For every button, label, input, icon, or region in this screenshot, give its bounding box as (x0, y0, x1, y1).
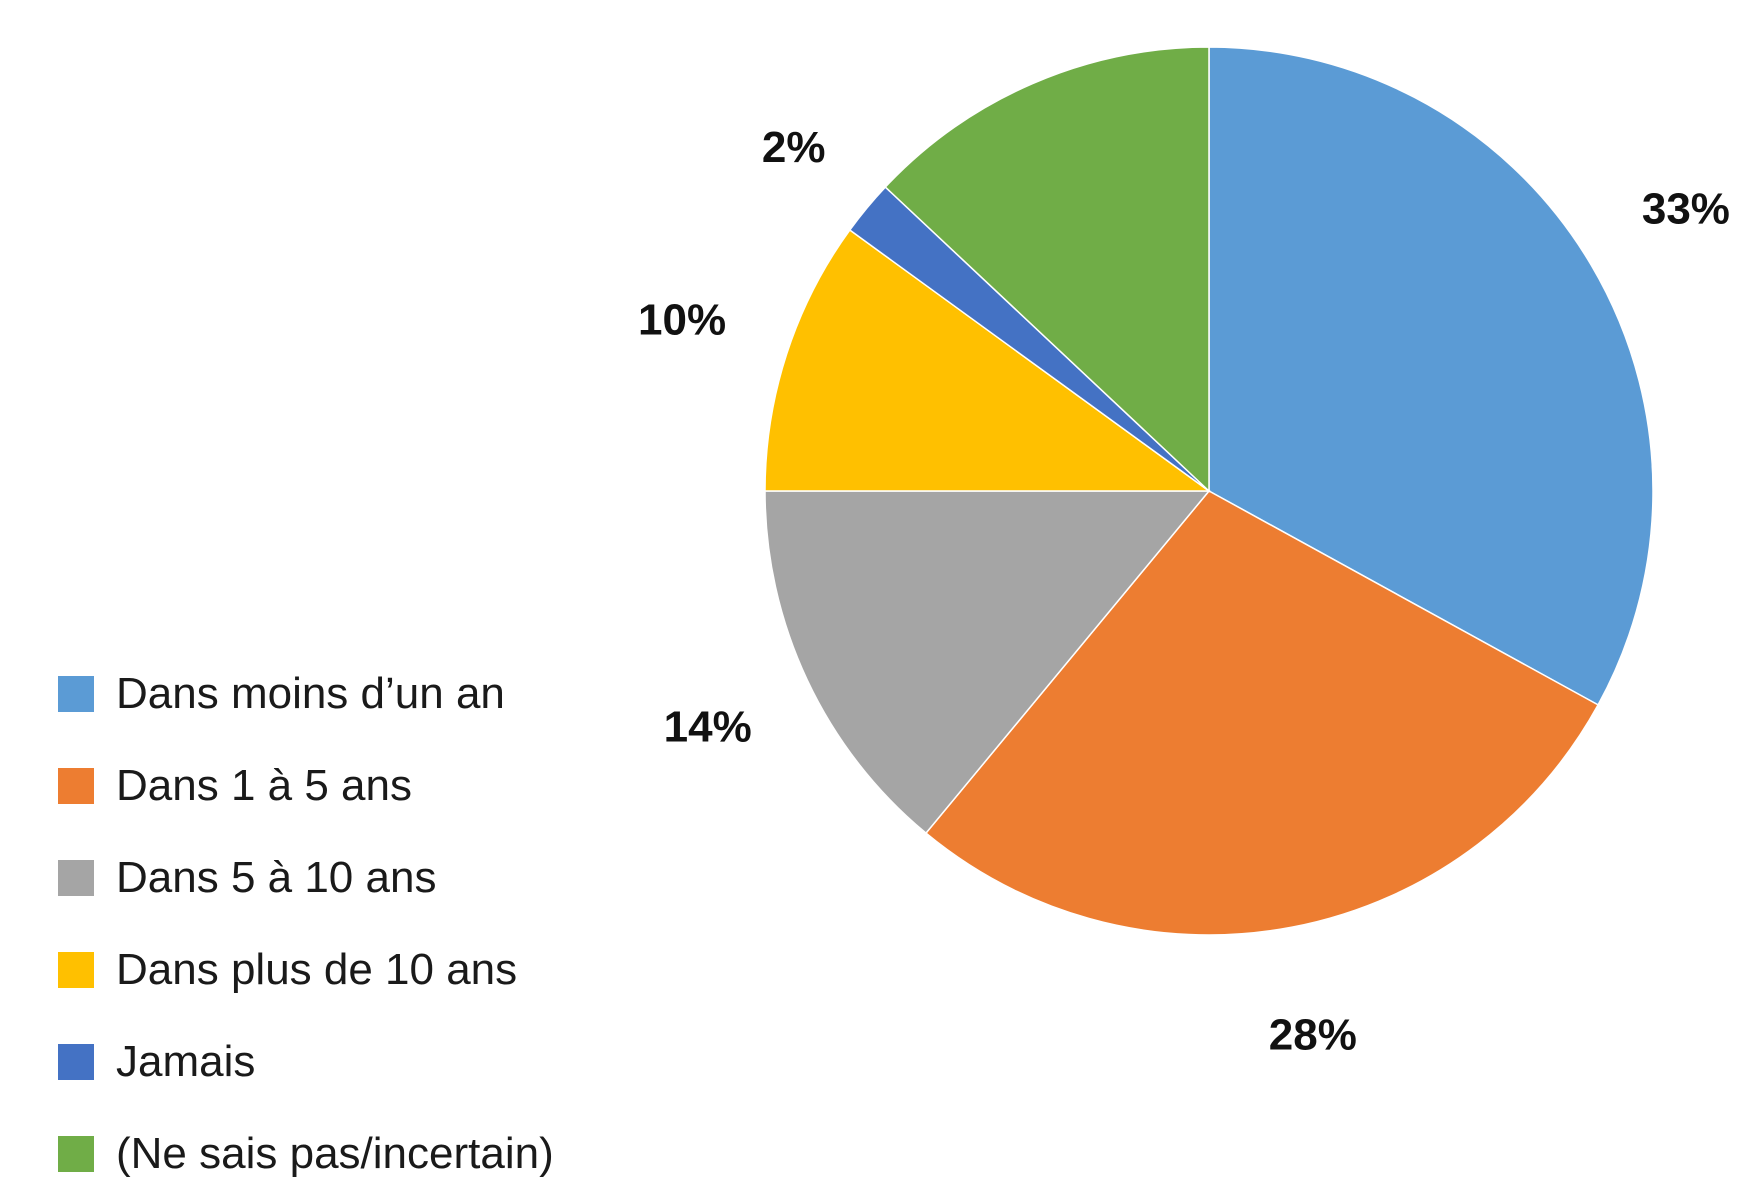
pie-data-label: 33% (1642, 185, 1730, 234)
legend-swatch (58, 1044, 94, 1080)
legend-item: Dans plus de 10 ans (58, 924, 554, 1016)
pie-chart: 33% 28% 14% 10% 2% 13% (638, 0, 1730, 1060)
pie-data-label: 13% (945, 0, 1033, 7)
pie-data-label: 10% (638, 295, 726, 344)
pie-slice (924, 490, 1600, 936)
legend-swatch (58, 860, 94, 896)
legend-label: Dans 1 à 5 ans (116, 761, 412, 810)
legend-item: (Ne sais pas/incertain) (58, 1108, 554, 1200)
legend-item: Dans 1 à 5 ans (58, 740, 554, 832)
pie-slice (764, 490, 1211, 835)
legend-label: (Ne sais pas/incertain) (116, 1129, 554, 1178)
pie-data-label: 28% (1269, 1011, 1357, 1060)
pie-slice (884, 46, 1210, 493)
legend-swatch (58, 676, 94, 712)
legend-swatch (58, 1136, 94, 1172)
pie-data-label: 2% (762, 123, 826, 172)
legend: Dans moins d’un an Dans 1 à 5 ans Dans 5… (58, 648, 554, 1200)
legend-item: Dans 5 à 10 ans (58, 832, 554, 924)
legend-label: Dans moins d’un an (116, 669, 505, 718)
pie-slices (764, 46, 1654, 936)
pie-slice (764, 228, 1212, 492)
legend-item: Jamais (58, 1016, 554, 1108)
pie-data-label: 14% (664, 702, 752, 751)
legend-swatch (58, 952, 94, 988)
legend-label: Dans plus de 10 ans (116, 945, 518, 994)
legend-label: Dans 5 à 10 ans (116, 853, 437, 902)
legend-item: Dans moins d’un an (58, 648, 554, 740)
legend-label: Jamais (116, 1037, 256, 1086)
pie-data-labels: 33% 28% 14% 10% 2% 13% (638, 0, 1730, 1060)
pie-slice (1208, 46, 1654, 706)
legend-swatch (58, 768, 94, 804)
